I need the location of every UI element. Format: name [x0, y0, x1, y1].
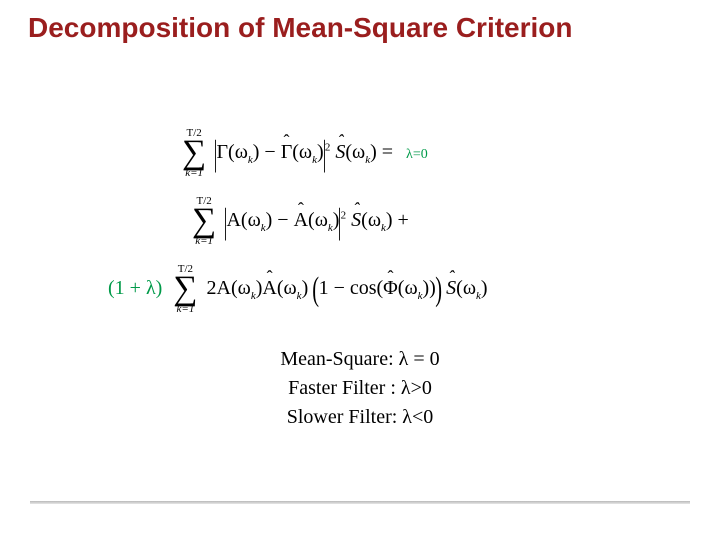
one-plus-lambda: (1 + λ) [108, 277, 162, 299]
lambda-zero-annot: λ=0 [406, 147, 428, 162]
footer-divider [30, 501, 690, 504]
equation-line-3: (1 + λ) T/2 ∑ k=1 2A(ωk)A(ωk) (1 − cos(Φ… [108, 264, 488, 315]
label-faster-filter: Faster Filter : λ>0 [0, 377, 720, 400]
sigma-1: T/2 ∑ k=1 [182, 128, 206, 179]
label-slower-filter: Slower Filter: λ<0 [0, 406, 720, 429]
equation-line-1: T/2 ∑ k=1 |Γ(ωk) − Γ(ωk)|2 S(ωk) = λ=0 [182, 128, 428, 179]
equation-line-2: T/2 ∑ k=1 |A(ωk) − A(ωk)|2 S(ωk) + [192, 196, 409, 247]
mode-labels: Mean-Square: λ = 0 Faster Filter : λ>0 S… [0, 342, 720, 435]
slide: Decomposition of Mean-Square Criterion T… [0, 0, 720, 540]
sigma-3: T/2 ∑ k=1 [173, 264, 197, 315]
label-mean-square: Mean-Square: λ = 0 [0, 348, 720, 371]
slide-title: Decomposition of Mean-Square Criterion [28, 12, 588, 44]
sigma-2: T/2 ∑ k=1 [192, 196, 216, 247]
